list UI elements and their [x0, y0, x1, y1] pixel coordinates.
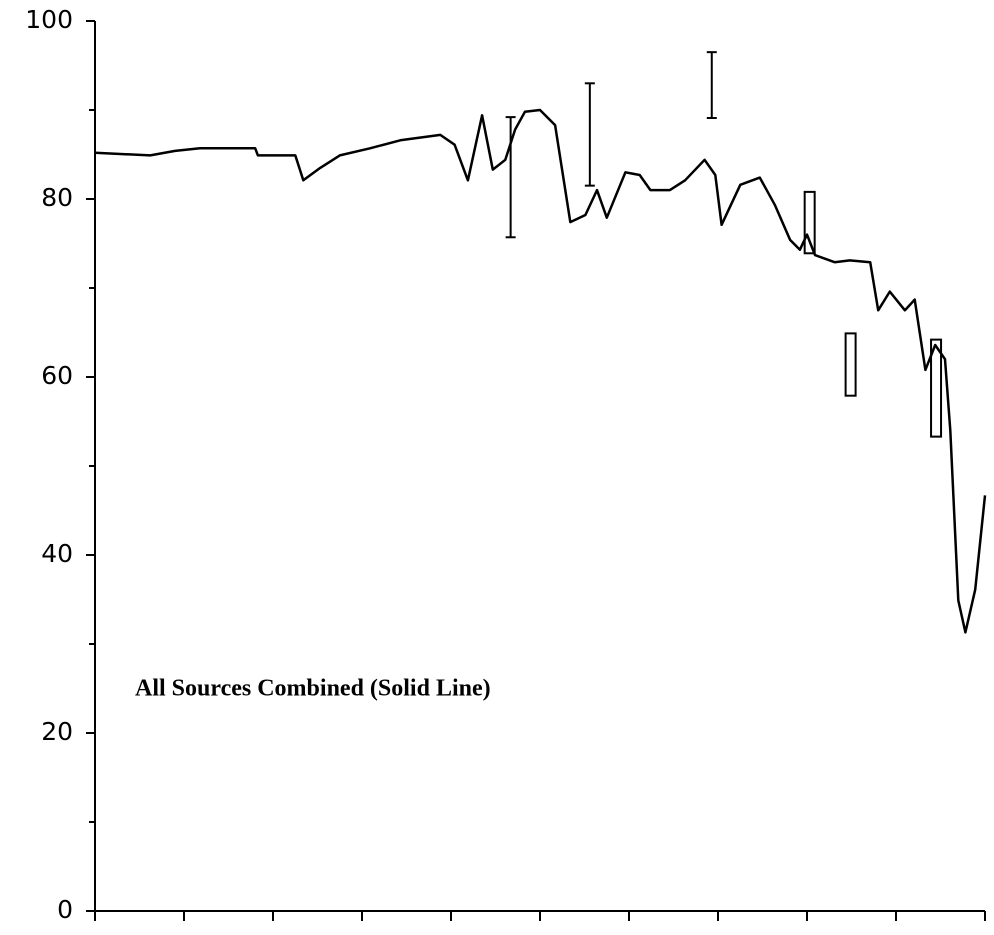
error-bar [706, 51, 717, 120]
error-bar [505, 116, 516, 239]
y-tick-label: 20 [41, 717, 73, 746]
interval-box [803, 190, 816, 255]
y-tick-label: 0 [57, 895, 73, 924]
y-tick-label: 80 [41, 183, 73, 212]
interval-box [844, 332, 857, 397]
y-tick-label: 60 [41, 361, 73, 390]
y-tick-label: 40 [41, 539, 73, 568]
y-tick-label: 100 [25, 5, 73, 34]
data-line [94, 108, 987, 634]
error-bar [584, 82, 595, 187]
interval-box [930, 338, 943, 438]
annotation: All Sources Combined (Solid Line) [135, 676, 491, 702]
